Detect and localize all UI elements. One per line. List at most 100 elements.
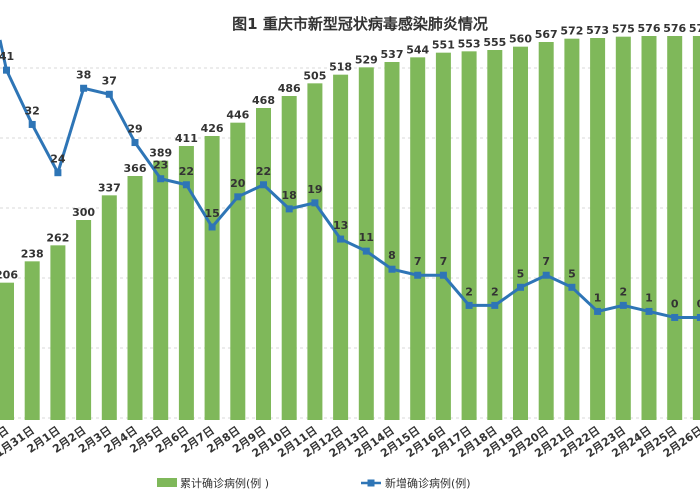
bar (384, 62, 400, 420)
bar-data-label: 551 (432, 39, 455, 52)
line-data-label: 0 (671, 297, 679, 310)
bar (281, 96, 297, 420)
bar-data-label: 366 (124, 162, 147, 175)
line-data-label: 37 (102, 74, 117, 87)
bar-data-label: 576 (663, 22, 686, 35)
line-point (517, 283, 524, 291)
line-point (594, 307, 602, 315)
line-data-label: 2 (491, 285, 499, 298)
bar-data-label: 567 (535, 28, 558, 41)
bar-data-label: 555 (483, 36, 506, 49)
bar-data-label: 573 (586, 24, 609, 37)
bar-data-label: 238 (21, 247, 44, 260)
line-data-label: 7 (440, 255, 448, 268)
line-data-label: 0 (697, 297, 700, 310)
line-data-label: 5 (568, 267, 576, 280)
x-tick-label: 日 (0, 424, 11, 441)
bar (615, 36, 631, 421)
line-data-label: 13 (333, 219, 348, 232)
line-data-label: 20 (230, 177, 246, 190)
line-point (645, 307, 653, 315)
line-point (182, 181, 190, 189)
line-point (285, 205, 293, 213)
legend-bar-label: 累计确诊病例(例 ) (180, 476, 269, 490)
bar-data-label: 411 (175, 132, 198, 145)
line-series (0, 39, 700, 321)
bar (0, 282, 14, 420)
bar (307, 83, 323, 420)
bar-data-label: 529 (355, 53, 378, 66)
bar (487, 50, 503, 420)
line-point (337, 235, 345, 243)
bar (513, 46, 528, 421)
bar (538, 42, 554, 420)
bar-data-label: 262 (46, 231, 69, 244)
bar (358, 67, 374, 420)
legend: 累计确诊病例(例 ) 新增确诊病例(例) (157, 476, 471, 490)
bar-data-label: 337 (98, 181, 121, 194)
chart-title: 图1 重庆市新型冠状病毒感染肺炎情况 (232, 15, 488, 33)
bar (50, 245, 66, 420)
line-point (465, 301, 473, 309)
line-point (3, 66, 10, 74)
line-data-label: 19 (307, 183, 322, 196)
line-point (439, 271, 447, 279)
line-data-label: 8 (388, 249, 396, 262)
bar-data-labels: 2062382623003373663894114264464684865055… (0, 22, 700, 282)
line-point (131, 139, 139, 147)
bar (461, 51, 477, 420)
line-point (696, 313, 700, 321)
bar-data-label: 505 (303, 69, 326, 82)
bar (692, 36, 700, 420)
line-point (619, 301, 627, 309)
line-point (105, 90, 113, 98)
bar-data-label: 572 (560, 25, 583, 38)
x-axis-tick-labels: 日1月31日2月1日2月2日2月3日2月4日2月5日2月6日2月7日2月8日2月… (0, 424, 700, 460)
bar-data-label: 537 (381, 48, 404, 61)
bar-data-label: 486 (278, 82, 301, 95)
bar-data-label: 389 (149, 147, 172, 160)
legend-line-marker (367, 479, 375, 487)
line-point (491, 301, 499, 309)
line-data-label: 5 (517, 267, 525, 280)
bar (204, 136, 220, 420)
line-point (28, 120, 36, 128)
bar (564, 38, 580, 421)
line-data-label: 1 (594, 291, 602, 304)
line-data-label: 22 (179, 165, 194, 178)
bar-data-label: 426 (201, 122, 224, 135)
bar (101, 195, 117, 420)
line-data-label: 2 (465, 285, 473, 298)
line-data-label: 24 (50, 153, 66, 166)
line-data-label: 1 (645, 291, 653, 304)
bar (410, 57, 426, 420)
legend-line-label: 新增确诊病例(例) (385, 476, 471, 490)
bar (127, 176, 143, 420)
bar-data-label: 518 (329, 61, 352, 74)
bar-data-label: 300 (72, 206, 95, 219)
line-point (234, 193, 242, 201)
bar (435, 52, 451, 421)
line-data-label: 2 (619, 285, 627, 298)
line-data-label: 7 (414, 255, 422, 268)
line-data-label: 29 (127, 123, 142, 136)
bar-data-label: 576 (638, 22, 661, 35)
bar (230, 122, 246, 421)
line-point (414, 271, 422, 279)
bar (333, 74, 349, 421)
line-point (311, 199, 319, 207)
bar (256, 108, 271, 420)
series-line (0, 39, 700, 319)
line-data-label: 41 (0, 50, 14, 63)
bar (153, 160, 169, 420)
bar-data-label: 446 (226, 109, 249, 122)
line-point (260, 181, 267, 189)
bar (667, 36, 683, 420)
line-point (542, 271, 550, 279)
line-point (157, 175, 165, 183)
bar-data-label: 544 (406, 43, 429, 56)
bar (76, 220, 92, 420)
bar-data-label: 560 (509, 33, 532, 46)
